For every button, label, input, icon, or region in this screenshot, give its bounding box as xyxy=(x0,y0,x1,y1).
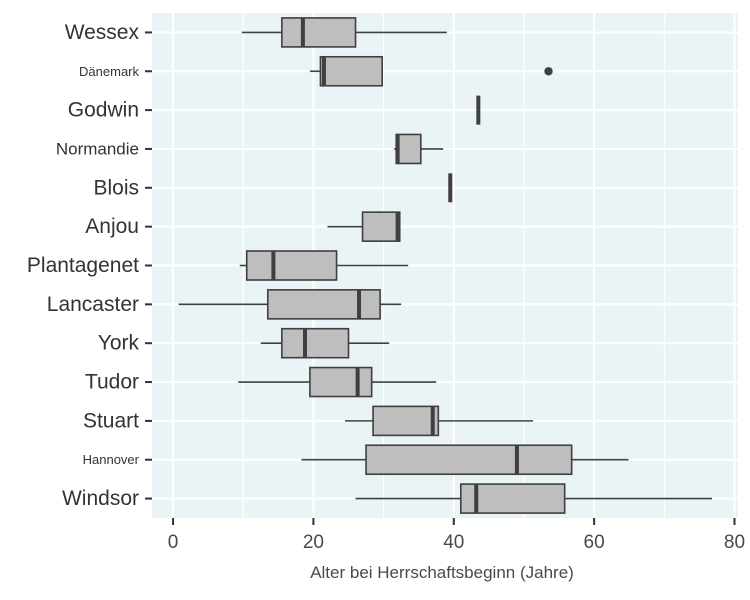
x-axis-title: Alter bei Herrschaftsbeginn (Jahre) xyxy=(310,563,574,582)
box-anjou xyxy=(327,211,401,242)
y-tick-label: Godwin xyxy=(68,99,139,122)
box-iqr xyxy=(309,366,373,398)
box-iqr xyxy=(245,250,338,281)
y-tick-label: Stuart xyxy=(83,409,139,432)
y-tick-label: Windsor xyxy=(62,487,139,510)
box-iqr xyxy=(395,133,422,165)
box-iqr xyxy=(266,289,381,320)
box-hannover xyxy=(301,444,629,476)
y-tick-label: Wessex xyxy=(65,21,140,44)
box-plantagenet xyxy=(239,250,409,281)
box-york xyxy=(260,327,390,359)
y-axis: Wessex Dänemark Godwin Normandie Blois Anjou P… xyxy=(27,21,152,510)
box-stuart xyxy=(344,405,534,437)
x-tick-label: 80 xyxy=(724,532,745,553)
x-axis: 0 20 40 60 80 xyxy=(168,518,745,553)
box-iqr xyxy=(281,327,350,359)
box-dänemark xyxy=(309,55,553,87)
box-iqr xyxy=(361,211,401,242)
outlier-point xyxy=(544,67,553,76)
box-iqr xyxy=(319,55,383,87)
y-tick-label: Plantagenet xyxy=(27,254,139,277)
box-windsor xyxy=(355,483,713,514)
x-tick-label: 40 xyxy=(443,532,464,553)
y-tick-label: Dänemark xyxy=(79,64,139,79)
y-tick-label: Blois xyxy=(93,176,139,199)
y-tick-label: Anjou xyxy=(85,215,139,238)
box-normandie xyxy=(394,133,444,165)
box-tudor xyxy=(238,366,437,398)
x-tick-label: 20 xyxy=(303,532,324,553)
box-lancaster xyxy=(178,289,402,320)
box-iqr xyxy=(372,405,440,437)
y-tick-label: Normandie xyxy=(56,139,139,158)
y-tick-label: Lancaster xyxy=(47,293,139,316)
x-tick-label: 60 xyxy=(584,532,605,553)
box-wessex xyxy=(241,17,447,48)
y-tick-label: Tudor xyxy=(85,371,139,394)
x-tick-label: 0 xyxy=(168,532,179,553)
box-iqr xyxy=(365,444,573,476)
y-tick-label: York xyxy=(98,332,140,355)
box-group xyxy=(178,17,713,514)
box-iqr xyxy=(281,17,357,48)
y-tick-label: Hannover xyxy=(83,452,140,467)
